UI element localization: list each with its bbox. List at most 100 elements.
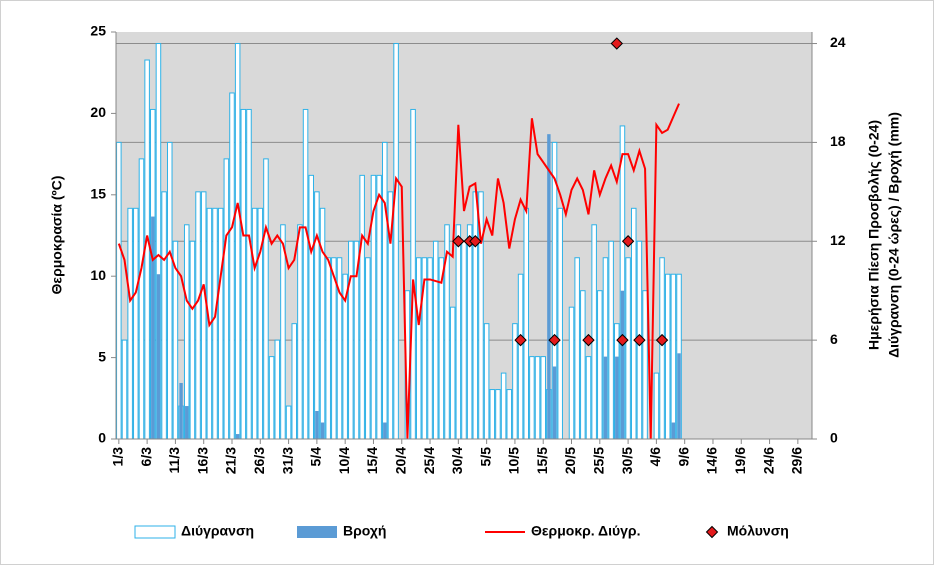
- wetness-bar: [410, 108, 416, 440]
- rain-bar: [156, 274, 161, 439]
- wetness-bar: [319, 207, 326, 440]
- wetness-bar: [365, 257, 371, 440]
- infection-marker: [621, 235, 635, 248]
- wetness-bar: [427, 257, 433, 440]
- wetness-bar: [472, 191, 479, 440]
- wetness-bar: [597, 290, 603, 440]
- wetness-bar: [574, 257, 580, 440]
- wetness-bar: [659, 257, 665, 440]
- wetness-bar: [234, 43, 241, 440]
- y2-axis-title: Ημερήσια Πίεση Προσβολής (0-24): [866, 120, 882, 350]
- x-tick-label: 15/5: [534, 447, 550, 474]
- wetness-bar: [376, 174, 382, 440]
- y2-tick-label: 0: [830, 430, 838, 446]
- y2-tick-label: 6: [830, 331, 838, 347]
- wetness-bar: [489, 389, 496, 440]
- y-axis-title: Θερμοκρασία (ºC): [49, 176, 65, 295]
- wetness-bar: [449, 306, 456, 440]
- wetness-bar: [189, 240, 196, 440]
- wetness-bar: [302, 108, 309, 440]
- wetness-bar: [625, 257, 631, 440]
- wetness-bar: [274, 339, 281, 440]
- infection-marker: [582, 333, 595, 347]
- legend-swatch: [297, 526, 337, 538]
- wetness-bar: [195, 191, 201, 440]
- wetness-bar: [223, 158, 230, 440]
- wetness-bar: [285, 405, 292, 440]
- rain-bar: [185, 406, 189, 439]
- wetness-bar: [517, 273, 524, 440]
- x-tick-label: 5/4: [308, 447, 324, 467]
- x-tick-label: 11/3: [166, 447, 182, 474]
- y-tick-label: 15: [90, 186, 106, 202]
- legend-label: Θερμοκρ. Διύγρ.: [531, 523, 640, 539]
- y2-tick-label: 18: [830, 133, 846, 149]
- y2-axis-title: Διύγρανση (0-24 ώρες) / Βροχή (mm): [886, 112, 902, 358]
- infection-marker: [610, 37, 623, 50]
- rain-bar: [677, 353, 681, 439]
- wetness-bar: [325, 257, 331, 440]
- x-tick-label: 29/6: [789, 447, 805, 474]
- infection-marker: [548, 333, 561, 347]
- wetness-bar: [461, 240, 467, 440]
- wetness-bar: [608, 240, 614, 440]
- wetness-bar: [580, 290, 586, 440]
- legend-swatch: [134, 525, 176, 539]
- legend-label: Μόλυνση: [727, 523, 789, 539]
- wetness-bar: [200, 191, 207, 440]
- wetness-bar: [495, 389, 501, 440]
- y-tick-label: 20: [90, 104, 106, 120]
- wetness-bar: [591, 224, 597, 440]
- wetness-bar: [263, 158, 269, 440]
- infection-marker: [469, 235, 482, 248]
- legend-label: Βροχή: [343, 523, 386, 539]
- x-tick-label: 24/6: [760, 447, 776, 474]
- wetness-bar: [127, 207, 133, 440]
- x-tick-label: 6/3: [138, 447, 154, 467]
- wetness-bar: [268, 356, 275, 440]
- legend-swatch: [705, 525, 719, 539]
- y-tick-label: 10: [90, 267, 106, 283]
- x-tick-label: 31/3: [279, 447, 295, 474]
- x-tick-label: 20/4: [392, 447, 408, 474]
- wetness-bar: [432, 240, 439, 440]
- wetness-bar: [466, 224, 473, 440]
- wetness-bar: [529, 356, 535, 440]
- temperature-line: [117, 103, 680, 440]
- x-tick-label: 10/4: [336, 447, 352, 474]
- rain-bar: [151, 216, 155, 439]
- wetness-bar: [393, 43, 399, 440]
- rain-bar: [315, 410, 319, 439]
- wetness-bar: [291, 323, 298, 440]
- wetness-bar: [359, 174, 365, 440]
- wetness-bar: [246, 108, 252, 440]
- wetness-bar: [523, 207, 530, 440]
- wetness-bar: [483, 323, 490, 440]
- x-tick-label: 1/3: [110, 447, 126, 467]
- wetness-bar: [138, 158, 145, 440]
- wetness-bar: [121, 339, 128, 440]
- wetness-bar: [438, 257, 445, 440]
- wetness-bar: [653, 372, 660, 440]
- wetness-bar: [557, 207, 563, 440]
- x-tick-label: 21/3: [223, 447, 239, 474]
- wetness-bar: [455, 224, 462, 440]
- wetness-bar: [240, 108, 247, 440]
- wetness-bar: [642, 290, 648, 440]
- wetness-bar: [585, 356, 592, 440]
- rain-bar: [235, 434, 240, 439]
- x-tick-label: 26/3: [251, 447, 267, 474]
- infection-marker: [514, 333, 527, 347]
- x-tick-label: 30/4: [449, 447, 465, 474]
- wetness-bar: [670, 273, 677, 440]
- wetness-bar: [415, 257, 422, 440]
- infection-marker: [633, 333, 646, 347]
- rain-bar: [383, 422, 387, 439]
- x-tick-label: 20/5: [562, 447, 578, 474]
- x-tick-label: 16/3: [194, 447, 210, 474]
- y-tick-label: 5: [98, 348, 106, 364]
- wetness-bar: [534, 356, 541, 440]
- wetness-bar: [116, 141, 122, 440]
- x-tick-label: 25/5: [591, 447, 607, 474]
